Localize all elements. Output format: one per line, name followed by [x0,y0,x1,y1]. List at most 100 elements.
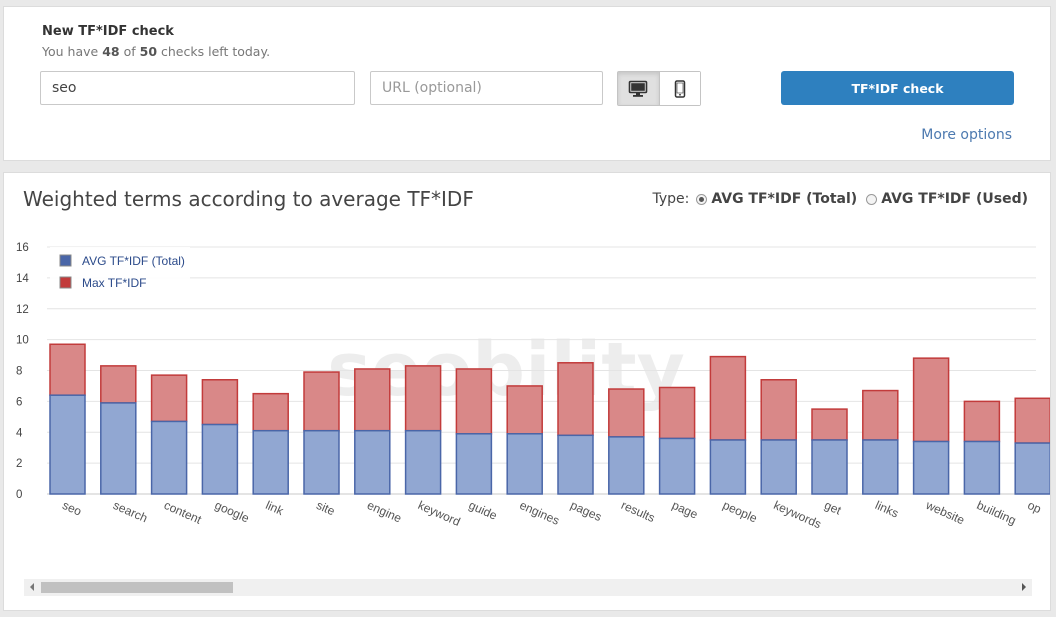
bar-max [760,379,797,441]
x-tick-label: engine [365,498,404,526]
bar-avg [404,429,442,495]
legend-swatch [59,254,72,267]
bar-avg [658,437,696,495]
chart-panel: Weighted terms according to average TF*I… [3,172,1051,611]
bar-max [150,374,188,423]
y-tick-label: 14 [16,273,29,285]
type-total-radio[interactable] [696,193,708,205]
bar-avg [455,433,493,495]
type-used-label[interactable]: AVG TF*IDF (Used) [881,191,1028,207]
x-tick-label: get [822,498,844,518]
bar-avg [303,429,340,495]
checks-total: 50 [139,44,158,59]
bar-max [455,368,493,435]
quota-of: of [123,44,136,59]
legend-label: Max TF*IDF [82,276,146,290]
bar-avg [557,434,594,495]
y-tick-label: 12 [16,304,29,316]
scroll-right-icon[interactable] [1022,583,1026,591]
quota-prefix: You have [42,44,99,59]
form-title: New TF*IDF check [42,24,174,39]
y-tick-label: 6 [16,396,22,408]
bar-max [912,357,950,443]
bar-max [963,400,1001,443]
chart-title: Weighted terms according to average TF*I… [23,187,474,211]
bar-avg [506,433,543,495]
bar-avg [201,423,239,495]
x-tick-label: people [721,498,760,526]
y-tick-label: 8 [16,366,22,378]
checks-left: 48 [102,44,120,59]
bar-avg [912,440,950,495]
x-tick-label: link [263,498,286,519]
tfidf-check-button[interactable]: TF*IDF check [781,71,1014,105]
x-tick-label: page [670,498,700,522]
horizontal-scrollbar[interactable] [24,579,1032,596]
x-tick-label: guide [467,498,500,523]
x-tick-label: keyword [416,498,463,529]
x-tick-label: content [162,498,204,527]
bar-avg [811,439,848,495]
desktop-button[interactable] [618,72,660,105]
x-tick-label: building [975,498,1018,528]
x-tick-label: pages [568,498,604,524]
legend-box [50,247,190,291]
bar-max [709,355,747,441]
bar-avg [608,436,645,495]
bar-max [201,379,239,426]
scroll-thumb[interactable] [41,582,233,593]
quota-suffix: checks left today. [161,44,271,59]
y-tick-label: 10 [16,335,29,347]
device-toggle [617,71,701,106]
bar-max [557,362,594,437]
y-tick-label: 16 [16,242,29,254]
bar-max [303,371,340,432]
bar-max [252,392,289,432]
new-check-panel: New TF*IDF check You have 48 of 50 check… [3,6,1051,161]
x-tick-label: engines [517,498,561,528]
bar-avg [252,429,289,495]
bar-avg [100,402,137,495]
x-tick-label: site [314,498,337,519]
type-total-label[interactable]: AVG TF*IDF (Total) [711,191,858,207]
bar-max [862,389,899,441]
quota-text: You have 48 of 50 checks left today. [42,44,270,59]
bar-max [1014,397,1050,444]
type-label: Type: [652,191,690,207]
legend-label: AVG TF*IDF (Total) [82,254,185,268]
x-tick-label: google [213,498,252,526]
bar-avg [760,439,797,495]
type-selector: Type: AVG TF*IDF (Total) AVG TF*IDF (Use… [652,191,1030,207]
bar-max [49,343,86,396]
bar-avg [49,394,86,495]
url-input[interactable] [370,71,603,105]
y-tick-label: 4 [16,427,23,439]
bar-avg [150,420,188,495]
x-tick-label: search [111,498,150,525]
mobile-icon [674,79,685,98]
bar-avg [709,439,747,495]
bar-max [506,385,543,435]
bar-avg [1014,442,1050,495]
bar-max [811,408,848,441]
keyword-input[interactable] [40,71,355,105]
x-tick-label: results [619,498,657,525]
desktop-icon [628,80,648,97]
x-tick-label: links [873,498,901,521]
bar-avg [963,440,1001,495]
bar-avg [862,439,899,495]
bar-max [354,368,391,432]
bar-max [100,365,137,404]
x-tick-label: website [923,498,967,528]
more-options-link[interactable]: More options [921,127,1012,143]
x-tick-label: op [1025,498,1043,516]
y-tick-label: 2 [16,458,22,470]
y-tick-label: 0 [16,489,22,501]
bar-avg [354,429,391,495]
scroll-left-icon[interactable] [30,583,34,591]
mobile-button[interactable] [659,72,700,105]
type-used-radio[interactable] [866,193,878,205]
x-tick-label: seo [60,498,84,519]
bar-max [658,386,696,440]
